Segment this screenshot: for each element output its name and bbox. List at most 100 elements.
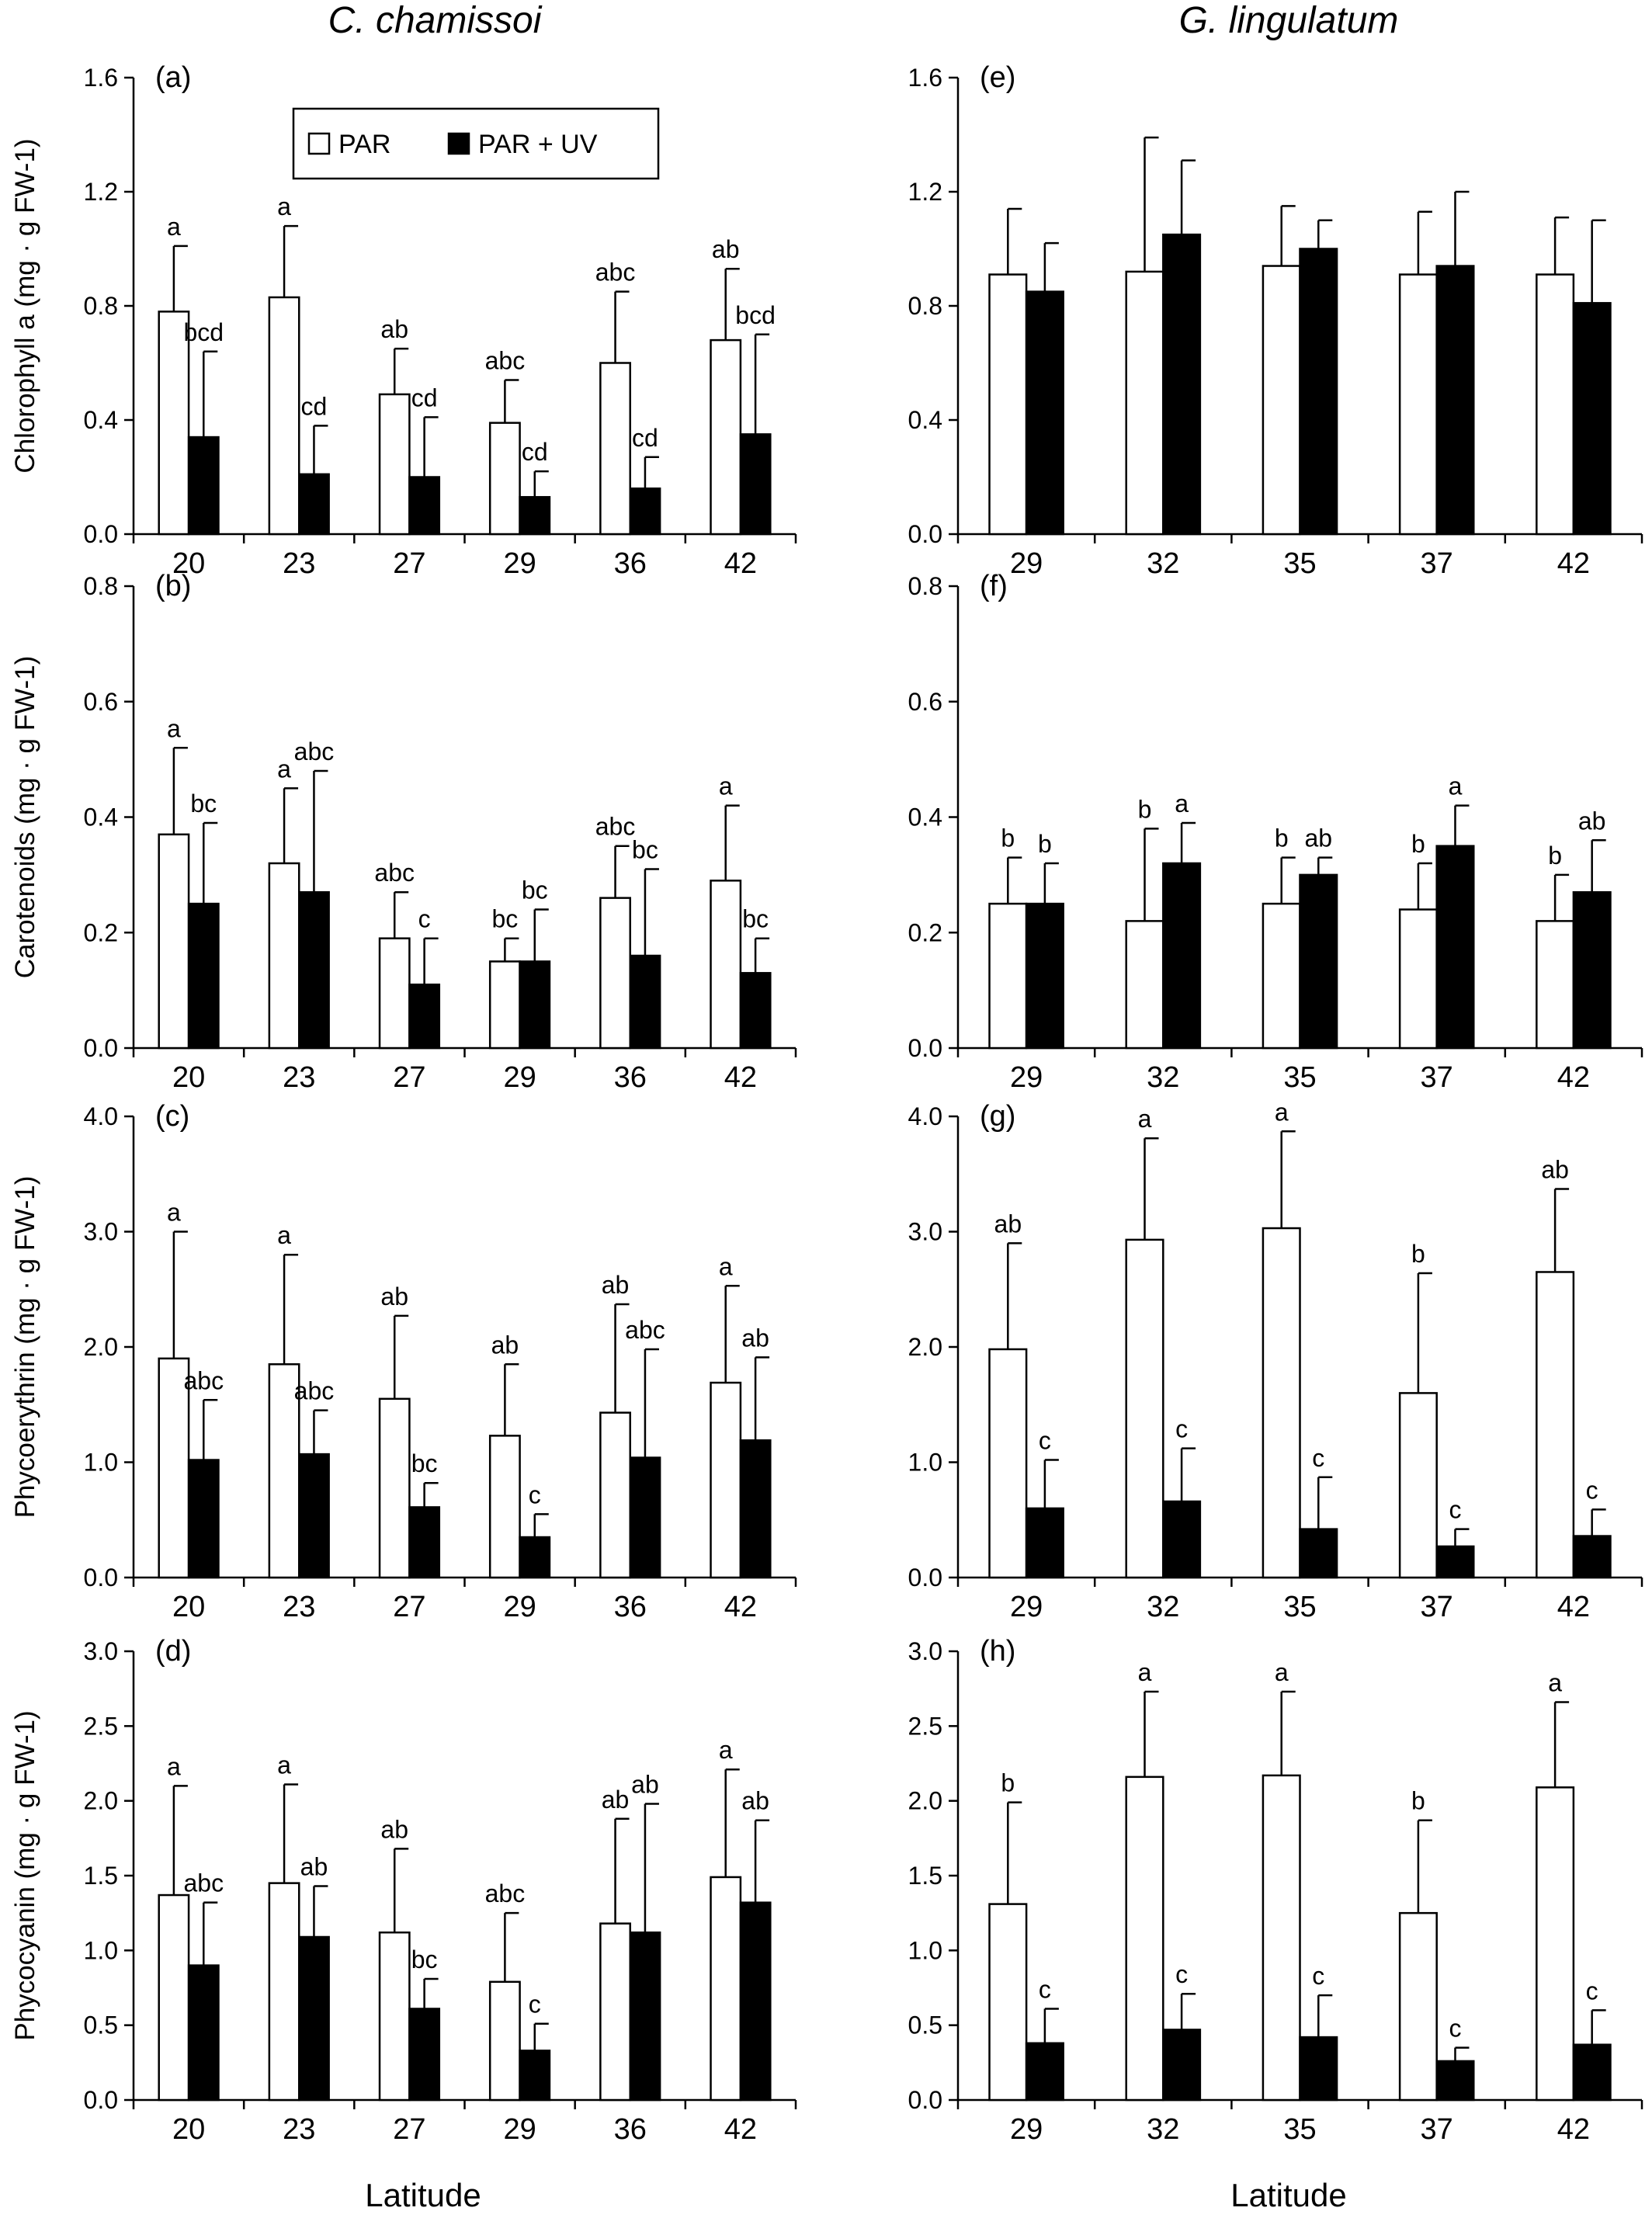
y-tick-label: 0.5 bbox=[908, 2011, 942, 2039]
x-tick-label: 42 bbox=[724, 2113, 757, 2146]
significance-label: a bbox=[1548, 1669, 1562, 1697]
y-tick-label: 0.4 bbox=[908, 804, 942, 831]
x-tick-label: 29 bbox=[1010, 547, 1043, 580]
bar-par-uv bbox=[1162, 233, 1202, 536]
y-tick-label: 4.0 bbox=[908, 1102, 942, 1130]
y-tick-label: 0.0 bbox=[908, 1034, 942, 1062]
y-tick-label: 0.8 bbox=[84, 292, 118, 320]
bar-par-uv bbox=[1025, 1507, 1064, 1579]
y-tick-label: 1.6 bbox=[908, 64, 942, 92]
panel-h: 0.0 0.5 1.0 1.5 2.0 2.5 3.0 (h) 29 b c 32 a c 35 a c 37 b c… bbox=[908, 1635, 1643, 2146]
x-tick-label: 37 bbox=[1421, 547, 1453, 580]
bar-par-uv bbox=[1162, 1500, 1202, 1579]
significance-label: ab bbox=[380, 315, 408, 343]
significance-label: c bbox=[1039, 1427, 1051, 1455]
bar-par bbox=[988, 902, 1028, 1050]
y-tick-label: 2.5 bbox=[908, 1712, 942, 1740]
y-tick-label: 0.8 bbox=[908, 572, 942, 600]
y-tick-label: 0.4 bbox=[84, 406, 118, 434]
bar-par-uv bbox=[1162, 2029, 1202, 2102]
bar-par bbox=[488, 1980, 521, 2102]
legend-label: PAR + UV bbox=[478, 130, 598, 159]
x-tick-label: 23 bbox=[283, 2113, 315, 2146]
x-tick-label: 35 bbox=[1283, 1061, 1316, 1094]
bar-par bbox=[1125, 270, 1164, 536]
significance-label: ab bbox=[602, 1786, 630, 1814]
significance-label: bc bbox=[491, 905, 518, 933]
bar-par-uv bbox=[1025, 2042, 1064, 2102]
significance-label: ab bbox=[741, 1787, 769, 1815]
x-tick-label: 36 bbox=[614, 547, 647, 580]
y-tick-label: 1.0 bbox=[908, 1449, 942, 1477]
significance-label: bcd bbox=[183, 318, 224, 346]
y-tick-label: 0.2 bbox=[908, 918, 942, 946]
y-tick-label: 0.8 bbox=[908, 292, 942, 320]
significance-label: cd bbox=[301, 392, 328, 420]
bar-par bbox=[378, 393, 411, 536]
significance-label: a bbox=[719, 772, 733, 800]
significance-label: ab bbox=[491, 1331, 519, 1359]
y-tick-label: 2.0 bbox=[84, 1333, 118, 1361]
panel-label: (h) bbox=[980, 1635, 1015, 1668]
y-tick-label: 2.0 bbox=[908, 1333, 942, 1361]
y-tick-label: 0.4 bbox=[908, 406, 942, 434]
bar-par bbox=[599, 1411, 631, 1579]
significance-label: a bbox=[1275, 1658, 1289, 1686]
bar-par-uv bbox=[298, 1453, 330, 1579]
bar-par-uv bbox=[629, 1456, 661, 1579]
significance-label: a bbox=[277, 1751, 291, 1779]
significance-label: c bbox=[1449, 1496, 1461, 1524]
bar-par bbox=[1398, 273, 1438, 536]
bar-par-uv bbox=[519, 1536, 551, 1579]
y-tick-label: 1.0 bbox=[84, 1936, 118, 1964]
significance-label: b bbox=[1038, 830, 1052, 858]
bar-par-uv bbox=[629, 954, 661, 1050]
significance-label: ab bbox=[712, 235, 740, 263]
x-tick-label: 35 bbox=[1283, 547, 1316, 580]
bar-par-uv bbox=[1299, 2036, 1338, 2102]
significance-label: b bbox=[1275, 824, 1289, 852]
x-tick-label: 29 bbox=[503, 2113, 536, 2146]
bar-par-uv bbox=[1299, 873, 1338, 1050]
x-tick-label: 32 bbox=[1147, 2113, 1179, 2146]
significance-label: c bbox=[529, 1991, 541, 2018]
significance-label: b bbox=[1138, 795, 1152, 823]
bar-par-uv bbox=[1572, 1535, 1612, 1579]
bar-par bbox=[988, 273, 1028, 536]
panel-label: (d) bbox=[155, 1635, 191, 1668]
legend-swatch-par bbox=[307, 132, 331, 155]
bar-par bbox=[158, 833, 190, 1050]
y-tick-label: 0.6 bbox=[84, 688, 118, 716]
y-tick-label: 0.4 bbox=[84, 804, 118, 831]
bar-par-uv bbox=[298, 1935, 330, 2102]
significance-label: ab bbox=[1541, 1156, 1569, 1184]
significance-label: c bbox=[1175, 1960, 1188, 1988]
significance-label: ab bbox=[300, 1852, 328, 1880]
bar-par bbox=[1536, 920, 1575, 1050]
bar-par bbox=[1536, 273, 1575, 536]
significance-label: cd bbox=[632, 424, 658, 452]
significance-label: a bbox=[277, 1221, 291, 1249]
x-tick-label: 23 bbox=[283, 1591, 315, 1623]
x-tick-label: 42 bbox=[1557, 547, 1590, 580]
x-axis-title-right: Latitude bbox=[1230, 2177, 1346, 2213]
x-tick-label: 42 bbox=[724, 1591, 757, 1623]
bar-par bbox=[599, 362, 631, 536]
panel-a: 0.0 0.4 0.8 1.2 1.6 (a) Chlorophyll a (mg · g … bbox=[10, 61, 797, 580]
bar-par bbox=[1536, 1271, 1575, 1579]
x-tick-label: 35 bbox=[1283, 1591, 1316, 1623]
significance-label: c bbox=[1039, 1975, 1051, 2003]
x-tick-label: 32 bbox=[1147, 1061, 1179, 1094]
x-tick-label: 29 bbox=[503, 1591, 536, 1623]
legend-label: PAR bbox=[338, 130, 390, 159]
bar-par-uv bbox=[1162, 862, 1202, 1050]
significance-label: c bbox=[1586, 1476, 1598, 1504]
significance-label: c bbox=[418, 905, 431, 933]
x-tick-label: 27 bbox=[393, 2113, 425, 2146]
y-tick-label: 1.0 bbox=[908, 1936, 942, 1964]
bar-par-uv bbox=[1572, 2043, 1612, 2102]
bar-par-uv bbox=[408, 983, 441, 1050]
bar-par-uv bbox=[1572, 302, 1612, 536]
panel-label: (a) bbox=[155, 61, 191, 94]
bar-par bbox=[488, 960, 521, 1050]
